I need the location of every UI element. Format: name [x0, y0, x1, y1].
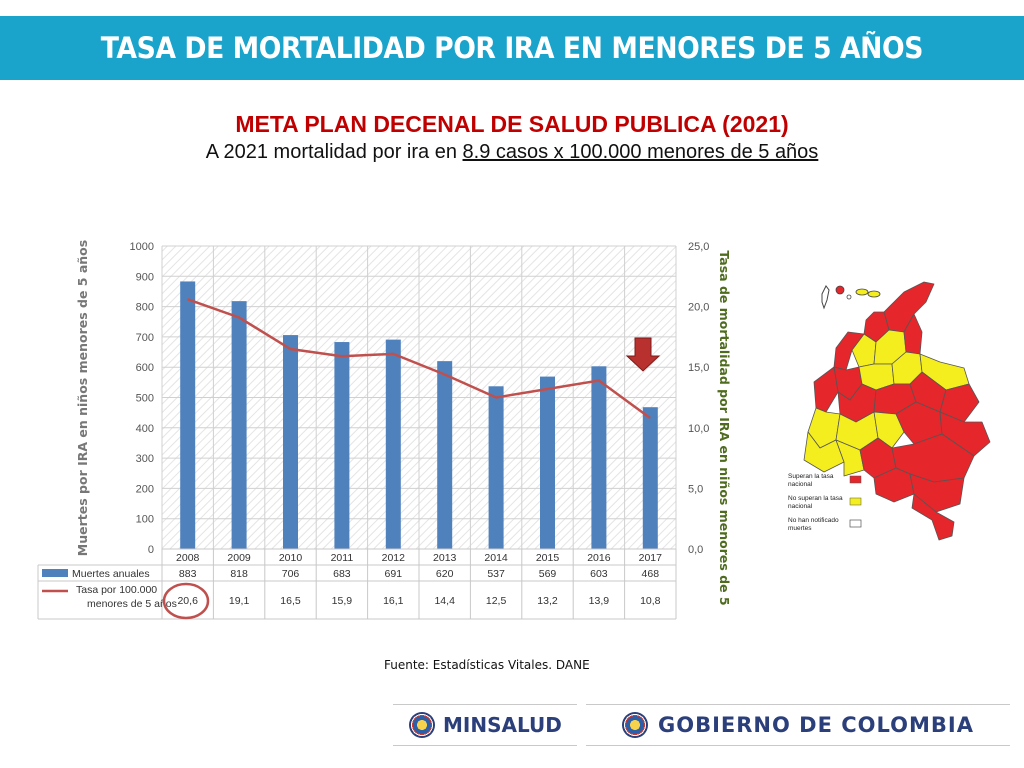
table-cell-rate: 19,1: [229, 595, 250, 607]
minsalud-logo: MINSALUD: [393, 704, 577, 746]
y2-tick-label: 10,0: [688, 423, 709, 435]
y-tick-label: 100: [136, 514, 154, 526]
map-legend-swatch-red: [849, 475, 862, 484]
map-legend-label-1b: nacional: [788, 481, 813, 488]
y2-axis-title: Tasa de mortalidad por IRA en niños meno…: [717, 250, 732, 605]
y-tick-label: 200: [136, 483, 154, 495]
source-note: Fuente: Estadísticas Vitales. DANE: [384, 658, 590, 672]
x-tick-label: 2011: [331, 552, 354, 564]
table-cell-rate: 10,8: [640, 595, 661, 607]
table-cell-rate: 16,1: [383, 595, 404, 607]
y-tick-label: 300: [136, 453, 154, 465]
table-cell-deaths: 883: [179, 568, 197, 580]
legend-bar-swatch: [42, 569, 68, 577]
table-cell-deaths: 537: [487, 568, 505, 580]
highlight-circle: [162, 582, 210, 620]
meta-line-prefix: A 2021 mortalidad por ira en: [205, 141, 463, 163]
x-tick-label: 2016: [587, 552, 611, 564]
bar: [642, 407, 658, 549]
table-cell-rate: 12,5: [486, 595, 507, 607]
y-tick-label: 500: [136, 393, 154, 405]
map-departments: [803, 281, 991, 541]
table-cell-deaths: 603: [590, 568, 608, 580]
table-cell-deaths: 683: [333, 568, 351, 580]
bar: [540, 376, 555, 549]
map-legend-label-3a: No han notificado: [788, 517, 839, 524]
legend-line-label: menores de 5 años: [87, 598, 177, 610]
table-cell-rate: 15,9: [332, 595, 353, 607]
table-cell-deaths: 818: [230, 568, 248, 580]
map-legend-swatch-white: [849, 519, 862, 528]
mortality-chart: 0 100 200 300 400 500 600 700 800 900 1000 0,0 5,0 1…: [37, 240, 732, 620]
gobierno-logo: GOBIERNO DE COLOMBIA: [586, 704, 1010, 746]
y-axis-title: Muertes por IRA en niños menores de 5 añ…: [75, 240, 90, 556]
y2-tick-label: 15,0: [688, 362, 709, 374]
table-cell-deaths: 620: [436, 568, 454, 580]
map-legend-label-1a: Superan la tasa: [788, 473, 834, 480]
meta-line: A 2021 mortalidad por ira en 8.9 casos x…: [0, 141, 1024, 164]
y-tick-label: 700: [136, 332, 154, 344]
bar: [231, 301, 247, 549]
map-legend-label-3b: muertes: [788, 525, 812, 532]
rate-line: [187, 298, 652, 420]
y2-tick-label: 5,0: [688, 483, 703, 495]
table-cell-deaths: 706: [282, 568, 300, 580]
bar: [437, 361, 453, 549]
legend-line-label: Tasa por 100.000: [76, 584, 157, 596]
table-cell-rate: 13,9: [589, 595, 610, 607]
table-cell-rate: 13,2: [537, 595, 558, 607]
x-tick-label: 2010: [279, 552, 303, 564]
x-tick-label: 2014: [484, 552, 508, 564]
y-tick-label: 600: [136, 362, 154, 374]
down-arrow-icon: [625, 337, 661, 372]
table-cell-deaths: 569: [539, 568, 557, 580]
colombia-seal-icon: [409, 712, 435, 738]
bar: [283, 335, 298, 549]
page-title: TASA DE MORTALIDAD POR IRA EN MENORES DE…: [100, 31, 924, 65]
bar: [385, 339, 401, 549]
bar: [334, 342, 350, 549]
table-cell-rate: 16,5: [280, 595, 301, 607]
table-cell-deaths: 691: [385, 568, 403, 580]
bar: [488, 386, 504, 549]
table-cell-rate: 14,4: [434, 595, 455, 607]
map-legend: Superan la tasa nacional No superan la t…: [788, 473, 862, 532]
colombia-map: Superan la tasa nacional No superan la t…: [764, 272, 1002, 558]
legend-bar-label: Muertes anuales: [72, 568, 150, 580]
y-tick-label: 800: [136, 302, 154, 314]
bar: [180, 281, 196, 549]
map-legend-label-2b: nacional: [788, 503, 813, 510]
map-islands: [821, 285, 881, 310]
table-cell-deaths: 468: [642, 568, 660, 580]
bar: [591, 366, 607, 549]
y-tick-label: 1000: [130, 241, 154, 253]
y-tick-label: 0: [148, 544, 154, 556]
gobierno-text: GOBIERNO DE COLOMBIA: [658, 713, 974, 737]
x-tick-label: 2012: [382, 552, 406, 564]
table-cell-rate: 20,6: [177, 595, 198, 607]
y2-tick-label: 0,0: [688, 544, 703, 556]
x-tick-label: 2017: [639, 552, 663, 564]
x-tick-label: 2013: [433, 552, 457, 564]
meta-heading: META PLAN DECENAL DE SALUD PUBLICA (2021…: [235, 111, 789, 137]
y-tick-label: 400: [136, 423, 154, 435]
meta-line-target: 8.9 casos x 100.000 menores de 5 años: [462, 141, 819, 163]
title-bar: TASA DE MORTALIDAD POR IRA EN MENORES DE…: [0, 16, 1024, 80]
map-legend-label-2a: No superan la tasa: [788, 495, 843, 502]
minsalud-text: MINSALUD: [443, 713, 562, 737]
y-tick-label: 900: [136, 271, 154, 283]
x-tick-label: 2009: [227, 552, 251, 564]
y2-tick-label: 25,0: [688, 241, 709, 253]
x-tick-label: 2008: [176, 552, 200, 564]
colombia-seal-icon: [622, 712, 648, 738]
map-legend-swatch-yellow: [849, 497, 862, 506]
x-tick-label: 2015: [536, 552, 560, 564]
y2-tick-label: 20,0: [688, 302, 709, 314]
